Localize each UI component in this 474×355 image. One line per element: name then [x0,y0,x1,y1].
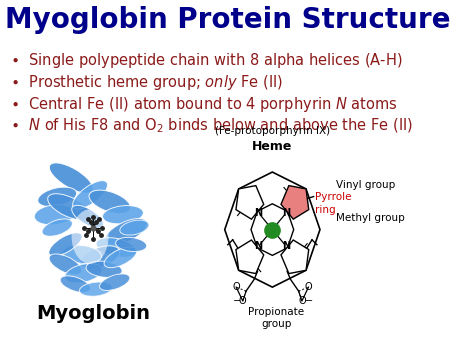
Ellipse shape [38,187,77,207]
Text: Vinyl group: Vinyl group [337,180,396,190]
Ellipse shape [105,218,147,245]
Text: O: O [305,282,312,292]
Text: $\bullet$  Prosthetic heme group; $\it{only}$ Fe (II): $\bullet$ Prosthetic heme group; $\it{on… [9,73,283,92]
Ellipse shape [80,246,120,269]
Polygon shape [225,172,320,287]
Ellipse shape [48,194,90,220]
Ellipse shape [104,247,137,268]
Text: $-$: $-$ [304,294,313,304]
Ellipse shape [116,237,146,252]
Polygon shape [281,186,309,219]
Text: O: O [298,296,306,306]
Text: Propionate
group: Propionate group [248,307,304,329]
Text: Myoglobin Protein Structure: Myoglobin Protein Structure [6,6,451,34]
Ellipse shape [42,219,73,236]
Ellipse shape [73,181,108,209]
Text: $\bullet$  Single polypeptide chain with 8 alpha helices (A-H): $\bullet$ Single polypeptide chain with … [9,51,402,70]
Text: Pyrrole
ring: Pyrrole ring [315,192,352,215]
Ellipse shape [96,237,137,257]
Text: $-$: $-$ [232,294,241,304]
Ellipse shape [60,276,91,293]
Text: $\bullet$  Central Fe (II) atom bound to 4 porphyrin $\it{N}$ atoms: $\bullet$ Central Fe (II) atom bound to … [9,95,397,114]
Ellipse shape [62,245,101,263]
Text: O: O [232,282,240,292]
Polygon shape [251,204,294,255]
Text: O: O [239,296,246,306]
Ellipse shape [102,206,143,224]
Ellipse shape [100,274,130,290]
Polygon shape [236,240,264,274]
Ellipse shape [72,205,103,228]
Ellipse shape [120,220,149,235]
Ellipse shape [49,254,82,275]
Text: Heme: Heme [252,140,292,153]
Ellipse shape [49,163,93,193]
Text: N: N [282,241,291,251]
Text: N: N [255,241,263,251]
Ellipse shape [72,209,109,264]
Text: N: N [282,208,291,218]
Ellipse shape [34,204,75,225]
Text: Fe: Fe [265,225,279,235]
Ellipse shape [65,264,102,283]
Text: N: N [255,208,263,218]
Ellipse shape [86,261,122,277]
Polygon shape [281,240,309,274]
Text: Myoglobin: Myoglobin [36,304,150,323]
Ellipse shape [80,282,112,296]
Text: (Fe-protoporphyrin IX): (Fe-protoporphyrin IX) [215,126,330,136]
Ellipse shape [49,233,82,256]
Ellipse shape [89,190,130,213]
Polygon shape [236,186,264,219]
Text: Methyl group: Methyl group [337,213,405,223]
Text: $\bullet$  $\it{N}$ of His F8 and O$_2$ binds below and above the Fe (II): $\bullet$ $\it{N}$ of His F8 and O$_2$ b… [9,116,413,135]
